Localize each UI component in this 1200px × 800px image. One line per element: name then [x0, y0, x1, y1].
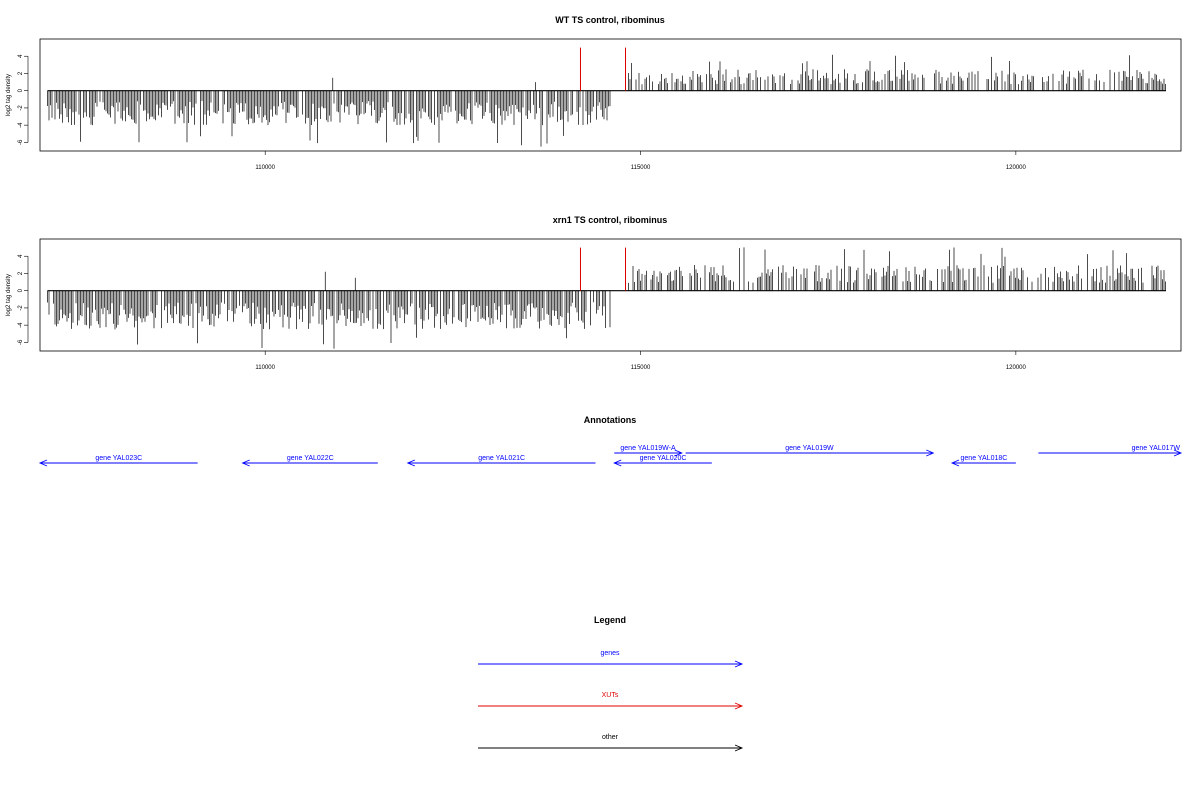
wt-plot-frame — [39, 38, 1182, 152]
y-tick-label: 0 — [18, 88, 24, 92]
xrn1-red-markers — [579, 247, 627, 291]
wt-y-axis-label: log2 tag density — [6, 74, 12, 116]
arrowhead-icon — [950, 459, 960, 467]
gene-label: gene YAL019W-A — [620, 445, 676, 452]
y-tick-label: -6 — [18, 339, 24, 345]
arrowhead-icon — [1173, 449, 1183, 457]
xrn1-plot-frame — [39, 238, 1182, 352]
legend-item: XUTs — [478, 692, 744, 710]
arrowhead-icon — [734, 660, 744, 668]
gene-annotation: gene YAL020C — [613, 455, 712, 467]
x-tick-label: 120000 — [1006, 165, 1027, 171]
wt-x-ticks: 110000 115000 120000 — [255, 151, 1027, 171]
gene-annotation: gene YAL022C — [241, 455, 378, 467]
xrn1-y-ticks: -6 -4 -2 0 2 4 — [18, 254, 29, 345]
wt-red-markers — [579, 47, 627, 91]
arrowhead-icon — [406, 459, 415, 467]
arrowhead-icon — [734, 744, 744, 752]
y-tick-label: -4 — [18, 322, 24, 328]
wt-panel-title: WT TS control, ribominus — [555, 15, 665, 25]
signal-plus-strand — [625, 247, 1166, 291]
arrowhead-icon — [38, 459, 48, 467]
legend-items: genes XUTs other — [478, 650, 744, 752]
legend: Legend genes XUTs other — [478, 615, 744, 752]
gene-label: gene YAL021C — [478, 455, 525, 462]
gene-annotation: gene YAL021C — [406, 455, 596, 467]
gene-annotation: gene YAL017W — [1038, 445, 1183, 457]
gene-label: gene YAL022C — [287, 455, 334, 462]
y-tick-label: 4 — [18, 54, 24, 58]
xrn1-x-ticks: 110000 115000 120000 — [255, 351, 1027, 371]
xrn1-panel-title: xrn1 TS control, ribominus — [553, 215, 668, 225]
x-tick-label: 115000 — [631, 165, 651, 171]
y-tick-label: -2 — [18, 105, 24, 111]
y-tick-label: 4 — [18, 254, 24, 258]
gene-annotation: gene YAL019W — [685, 445, 935, 457]
signal-plus-strand — [625, 54, 1166, 91]
y-tick-label: 0 — [18, 288, 24, 292]
y-tick-label: -6 — [18, 139, 24, 145]
arrowhead-icon — [613, 459, 622, 467]
wt-y-ticks: -6 -4 -2 0 2 4 — [18, 54, 29, 145]
signal-minus-strand — [47, 290, 611, 349]
annotations-track: Annotations gene YAL023C gene YAL022C gene… — [38, 415, 1183, 467]
xrn1-panel: xrn1 TS control, ribominus log2 tag dens… — [6, 215, 1182, 371]
x-tick-label: 120000 — [1006, 365, 1027, 371]
y-tick-label: -4 — [18, 122, 24, 128]
arrowhead-icon — [241, 459, 250, 467]
x-tick-label: 110000 — [255, 365, 275, 371]
legend-item: genes — [478, 650, 744, 668]
signal-minus-strand — [47, 90, 611, 147]
xrn1-y-axis-label: log2 tag density — [6, 274, 12, 316]
gene-label: gene YAL023C — [95, 455, 142, 462]
y-tick-label: 2 — [18, 71, 24, 75]
gene-label: gene YAL018C — [961, 455, 1008, 462]
y-tick-label: -2 — [18, 305, 24, 311]
legend-label: XUTs — [602, 692, 619, 699]
xrn1-bars — [47, 247, 1166, 349]
wt-bars — [47, 54, 1166, 147]
gene-label: gene YAL019W — [785, 445, 834, 452]
arrowhead-icon — [674, 449, 683, 457]
gene-label: gene YAL020C — [640, 455, 687, 462]
arrowhead-icon — [734, 702, 744, 710]
gene-annotation: gene YAL023C — [38, 455, 198, 467]
gene-annotation: gene YAL019W-A — [614, 445, 683, 457]
legend-label: genes — [600, 650, 620, 657]
x-tick-label: 110000 — [255, 165, 275, 171]
legend-item: other — [478, 734, 744, 752]
y-tick-label: 2 — [18, 271, 24, 275]
arrowhead-icon — [926, 449, 935, 457]
annotations-title: Annotations — [584, 415, 637, 425]
wt-panel: WT TS control, ribominus log2 tag densit… — [6, 15, 1182, 171]
gene-label: gene YAL017W — [1132, 445, 1181, 452]
x-tick-label: 115000 — [631, 365, 651, 371]
gene-arrows: gene YAL023C gene YAL022C gene YAL021C gene… — [38, 445, 1183, 467]
gene-annotation: gene YAL018C — [950, 455, 1016, 467]
legend-label: other — [602, 734, 619, 741]
legend-title: Legend — [594, 615, 626, 625]
